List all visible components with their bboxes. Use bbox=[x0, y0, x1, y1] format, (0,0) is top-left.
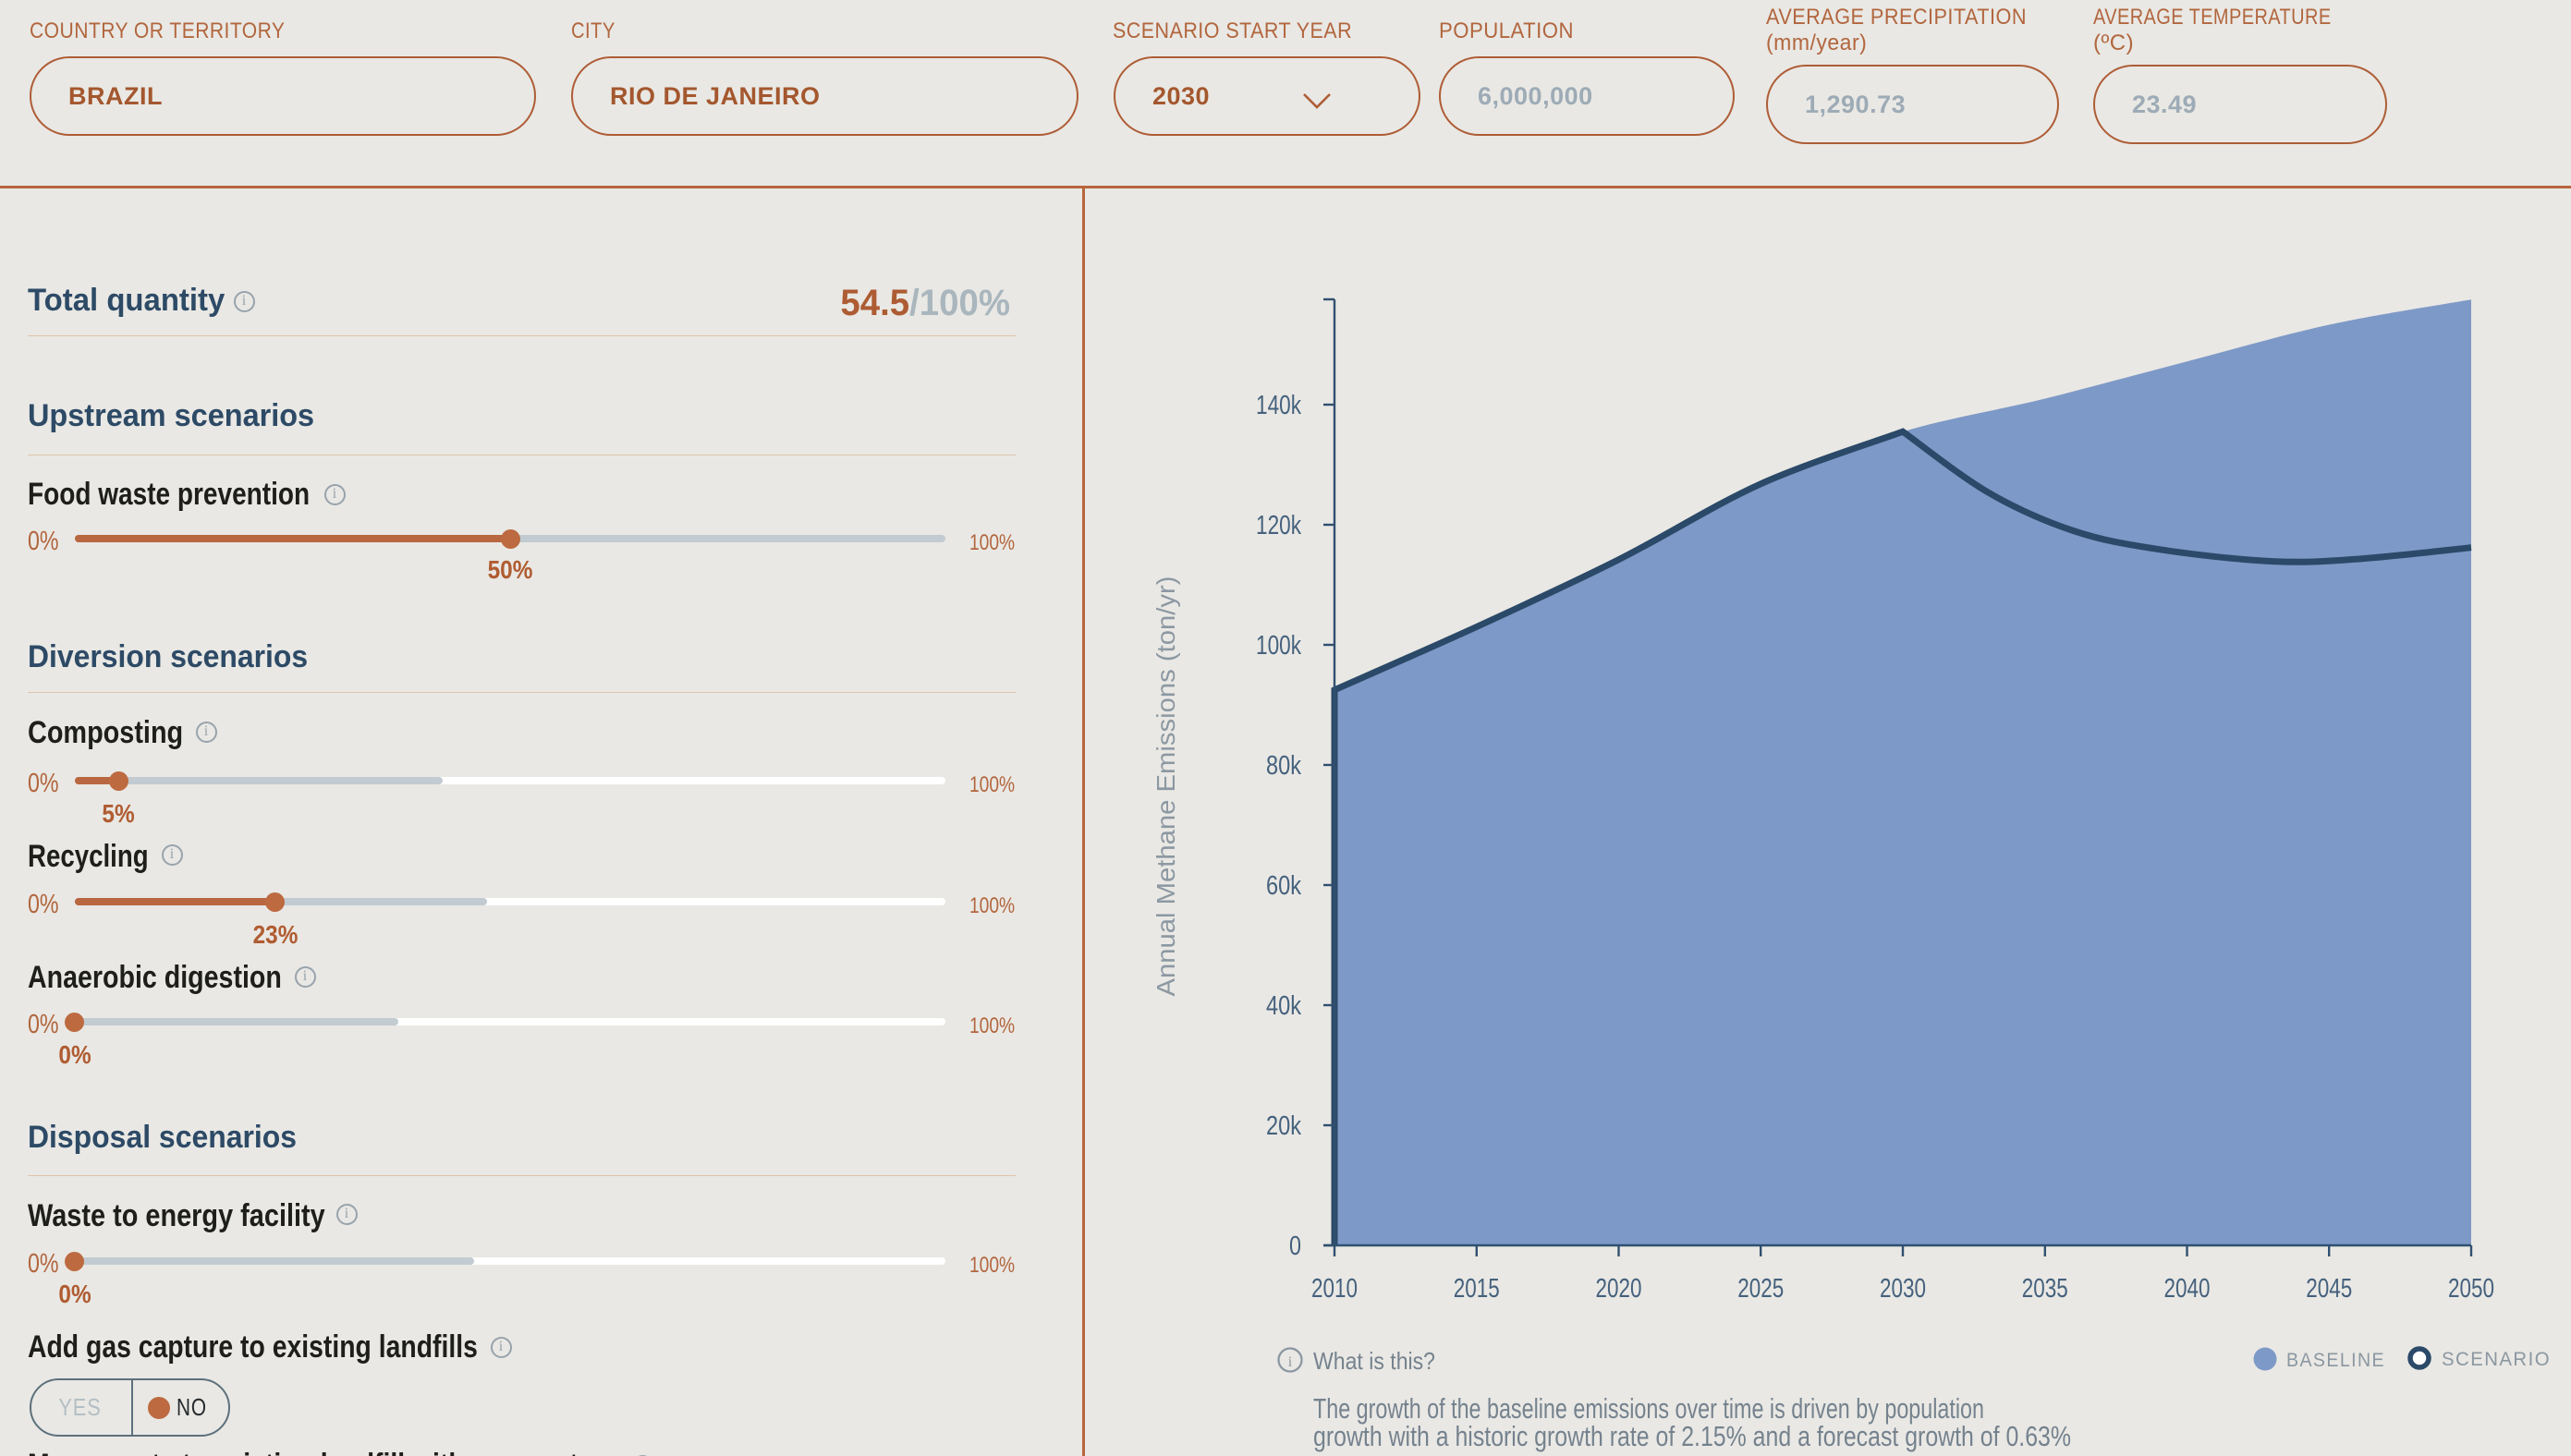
svg-text:2035: 2035 bbox=[2022, 1274, 2068, 1304]
svg-text:2010: 2010 bbox=[1311, 1274, 1358, 1304]
svg-text:2015: 2015 bbox=[1454, 1274, 1500, 1304]
svg-text:2025: 2025 bbox=[1737, 1274, 1784, 1304]
svg-text:0: 0 bbox=[1289, 1232, 1301, 1261]
svg-text:40k: 40k bbox=[1266, 991, 1301, 1021]
svg-text:20k: 20k bbox=[1266, 1111, 1301, 1141]
svg-text:growth with a historic growth: growth with a historic growth rate of 2.… bbox=[1313, 1420, 2071, 1452]
svg-text:i: i bbox=[1288, 1354, 1293, 1370]
svg-text:100k: 100k bbox=[1256, 631, 1301, 661]
svg-text:2030: 2030 bbox=[1880, 1274, 1926, 1304]
svg-text:SCENARIO: SCENARIO bbox=[2442, 1349, 2551, 1370]
svg-text:120k: 120k bbox=[1256, 511, 1301, 540]
svg-text:80k: 80k bbox=[1266, 751, 1301, 781]
svg-text:140k: 140k bbox=[1256, 391, 1301, 420]
svg-text:2040: 2040 bbox=[2164, 1274, 2211, 1304]
svg-text:The growth of the baseline emi: The growth of the baseline emissions ove… bbox=[1313, 1392, 1984, 1425]
svg-text:What is this?: What is this? bbox=[1313, 1347, 1435, 1375]
svg-text:2045: 2045 bbox=[2306, 1274, 2352, 1304]
svg-text:2050: 2050 bbox=[2448, 1274, 2494, 1304]
svg-text:BASELINE: BASELINE bbox=[2286, 1350, 2385, 1371]
svg-text:60k: 60k bbox=[1266, 871, 1301, 901]
svg-text:Annual Methane Emissions (ton/: Annual Methane Emissions (ton/yr) bbox=[1151, 576, 1180, 997]
svg-text:2020: 2020 bbox=[1596, 1274, 1642, 1304]
